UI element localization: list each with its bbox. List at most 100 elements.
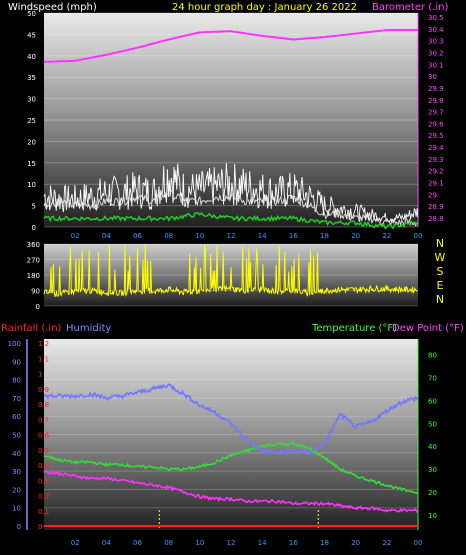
direction-tick-label: 90 bbox=[31, 288, 40, 296]
temperature-tick-label: 10 bbox=[428, 512, 437, 520]
x-tick-label: 04 bbox=[102, 539, 111, 547]
rainfall-tick-label: 0.2 bbox=[38, 493, 49, 501]
series-layer bbox=[43, 29, 419, 530]
x-tick-label: 00 bbox=[414, 539, 423, 547]
wind-average-line bbox=[43, 189, 419, 229]
x-tick-label: 18 bbox=[320, 232, 329, 240]
rainfall-tick-label: 0.3 bbox=[38, 477, 49, 485]
temperature-axis-title: Temperature (°F) bbox=[311, 323, 397, 334]
x-tick-label: 12 bbox=[227, 232, 236, 240]
x-tick-label: 16 bbox=[289, 539, 298, 547]
wind-tick-label: 30 bbox=[27, 96, 36, 104]
rainfall-tick-label: 0.4 bbox=[38, 462, 50, 470]
temperature-tick-label: 30 bbox=[428, 466, 437, 474]
x-tick-label: 14 bbox=[258, 539, 267, 547]
x-tick-label: 08 bbox=[164, 232, 173, 240]
rainfall-tick-label: 0.8 bbox=[38, 401, 49, 409]
compass-label: N bbox=[436, 293, 444, 306]
compass-label: S bbox=[437, 265, 444, 278]
direction-tick-label: 360 bbox=[27, 241, 40, 249]
barometer-tick-label: 29.9 bbox=[428, 85, 444, 93]
humidity-tick-label: 40 bbox=[12, 450, 21, 458]
humidity-tick-label: 0 bbox=[17, 523, 21, 531]
x-tick-label: 16 bbox=[289, 232, 298, 240]
humidity-line bbox=[43, 383, 419, 456]
compass-label: N bbox=[436, 237, 444, 250]
x-tick-label: 02 bbox=[71, 539, 80, 547]
wind-tick-label: 40 bbox=[27, 53, 36, 61]
barometer-tick-label: 29.2 bbox=[428, 168, 444, 176]
rainfall-tick-label: 1.1 bbox=[38, 355, 49, 363]
x-tick-label: 08 bbox=[164, 539, 173, 547]
tick-labels-layer: 0510152025303540455028.828.92929.129.229… bbox=[8, 10, 446, 547]
barometer-tick-label: 30.3 bbox=[428, 38, 444, 46]
temperature-tick-label: 50 bbox=[428, 420, 437, 428]
humidity-tick-label: 10 bbox=[12, 505, 21, 513]
x-tick-label: 02 bbox=[71, 232, 80, 240]
barometer-tick-label: 29 bbox=[428, 191, 437, 199]
x-tick-label: 10 bbox=[195, 232, 204, 240]
humidity-tick-label: 50 bbox=[12, 432, 21, 440]
rainfall-tick-label: 0.9 bbox=[38, 386, 49, 394]
humidity-tick-label: 60 bbox=[12, 413, 21, 421]
wind-tick-label: 15 bbox=[27, 160, 36, 168]
compass-label: E bbox=[437, 279, 444, 292]
rainfall-tick-label: 0 bbox=[38, 523, 42, 531]
rainfall-tick-label: 1 bbox=[38, 371, 42, 379]
wind-tick-label: 10 bbox=[27, 181, 36, 189]
grid-layer bbox=[26, 12, 419, 530]
wind-direction-line bbox=[43, 244, 418, 298]
chart-title: 24 hour graph day : January 26 2022 bbox=[172, 2, 357, 13]
wind-tick-label: 5 bbox=[32, 203, 36, 211]
barometer-tick-label: 29.1 bbox=[428, 180, 444, 188]
x-tick-label: 12 bbox=[227, 539, 236, 547]
humidity-tick-label: 30 bbox=[12, 468, 21, 476]
x-tick-label: 20 bbox=[351, 232, 360, 240]
barometer-line bbox=[43, 29, 418, 63]
humidity-tick-label: 70 bbox=[12, 395, 21, 403]
humidity-axis-title: Humidity bbox=[66, 323, 111, 334]
temperature-tick-label: 80 bbox=[428, 351, 437, 359]
x-tick-label: 06 bbox=[133, 539, 142, 547]
humidity-tick-label: 100 bbox=[8, 340, 21, 348]
barometer-tick-label: 30.1 bbox=[428, 61, 444, 69]
barometer-tick-label: 30.2 bbox=[428, 49, 444, 57]
humidity-tick-label: 80 bbox=[12, 377, 21, 385]
x-tick-label: 18 bbox=[320, 539, 329, 547]
dew-point-axis-title: Dew Point (°F) bbox=[392, 323, 464, 334]
x-tick-label: 14 bbox=[258, 232, 267, 240]
wind-tick-label: 25 bbox=[27, 117, 36, 125]
x-tick-label: 22 bbox=[382, 539, 391, 547]
wind-tick-label: 35 bbox=[27, 74, 36, 82]
rainfall-tick-label: 0.7 bbox=[38, 416, 49, 424]
barometer-tick-label: 30 bbox=[428, 73, 437, 81]
barometer-tick-label: 29.8 bbox=[428, 97, 444, 105]
wind-tick-label: 20 bbox=[27, 138, 36, 146]
x-tick-label: 20 bbox=[351, 539, 360, 547]
x-tick-label: 22 bbox=[382, 232, 391, 240]
compass-label: W bbox=[435, 251, 446, 264]
barometer-tick-label: 29.6 bbox=[428, 120, 444, 128]
wind-tick-label: 0 bbox=[32, 224, 36, 232]
temperature-tick-label: 70 bbox=[428, 374, 437, 382]
barometer-tick-label: 29.4 bbox=[428, 144, 444, 152]
dew-point-line bbox=[43, 469, 419, 513]
humidity-tick-label: 90 bbox=[12, 358, 21, 366]
barometer-tick-label: 29.7 bbox=[428, 109, 444, 117]
direction-tick-label: 180 bbox=[27, 272, 40, 280]
barometer-tick-label: 29.5 bbox=[428, 132, 444, 140]
temperature-tick-label: 20 bbox=[428, 489, 437, 497]
direction-tick-label: 270 bbox=[27, 257, 40, 265]
barometer-tick-label: 28.8 bbox=[428, 215, 444, 223]
rainfall-tick-label: 0.6 bbox=[38, 432, 50, 440]
x-tick-label: 06 bbox=[133, 232, 142, 240]
wind-tick-label: 50 bbox=[27, 10, 36, 18]
barometer-tick-label: 30.5 bbox=[428, 14, 444, 22]
rainfall-axis-title: Rainfall (.in) bbox=[1, 323, 62, 334]
barometer-tick-label: 30.4 bbox=[428, 26, 444, 34]
x-tick-label: 10 bbox=[195, 539, 204, 547]
rainfall-tick-label: 0.1 bbox=[38, 508, 49, 516]
humidity-tick-label: 20 bbox=[12, 486, 21, 494]
barometer-tick-label: 29.3 bbox=[428, 156, 444, 164]
